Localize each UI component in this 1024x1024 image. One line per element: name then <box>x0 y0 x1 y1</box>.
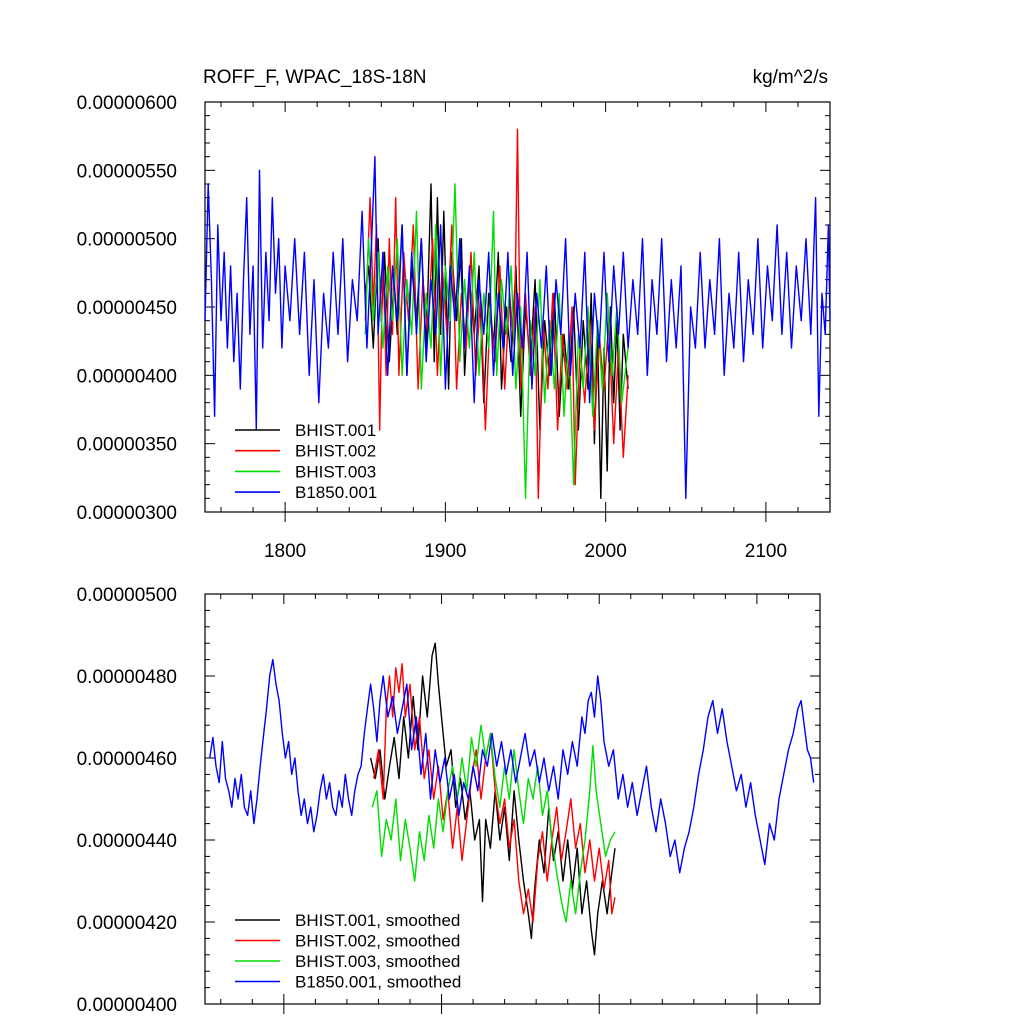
bottom-ytick-label: 0.00000440 <box>77 831 177 852</box>
bottom-legend-label-1: BHIST.001, smoothed <box>295 911 460 930</box>
top-xtick-label: 2100 <box>745 541 787 562</box>
top-legend-label-4: B1850.001 <box>295 483 377 502</box>
top-panel: ROFF_F, WPAC_18S-18N kg/m^2/s 0.00000300… <box>77 67 831 562</box>
top-chart-units: kg/m^2/s <box>753 67 828 88</box>
top-ytick-label: 0.00000450 <box>77 298 177 319</box>
bottom-ytick-label: 0.00000400 <box>77 995 177 1016</box>
bottom-series-line-4 <box>209 658 815 874</box>
bottom-ytick-label: 0.00000420 <box>77 913 177 934</box>
top-series-line-3 <box>364 183 629 499</box>
bottom-legend: BHIST.001, smoothed BHIST.002, smoothedBH… <box>235 911 461 992</box>
top-xtick-label: 1900 <box>424 541 466 562</box>
top-ytick-label: 0.00000600 <box>77 93 177 114</box>
top-series-group <box>204 128 831 499</box>
top-ytick-label: 0.00000400 <box>77 366 177 387</box>
bottom-panel: 0.00000400 0.00000420 0.00000440 0.00000460… <box>77 585 821 1016</box>
top-chart-title: ROFF_F, WPAC_18S-18N <box>203 67 426 88</box>
bottom-series-line-1 <box>369 642 616 956</box>
top-ytick-label: 0.00000500 <box>77 230 177 251</box>
bottom-ytick-label: 0.00000480 <box>77 667 177 688</box>
top-xtick-label: 1800 <box>264 541 306 562</box>
bottom-legend-label-4: B1850.001, smoothed <box>295 973 461 992</box>
bottom-legend-label-2: BHIST.002, smoothed <box>295 932 460 951</box>
top-ytick-label: 0.00000350 <box>77 435 177 456</box>
bottom-ticks: 0.00000400 0.00000420 0.00000440 0.00000460… <box>77 585 821 1016</box>
top-series-line-4 <box>204 155 831 499</box>
top-ytick-label: 0.00000300 <box>77 503 177 524</box>
bottom-legend-label-3: BHIST.003, smoothed <box>295 952 460 971</box>
bottom-ytick-label: 0.00000500 <box>77 585 177 606</box>
top-legend-label-3: BHIST.003 <box>295 462 376 481</box>
bottom-series-group <box>209 642 815 956</box>
top-xtick-label: 2000 <box>585 541 627 562</box>
top-ticks: 0.00000300 0.00000350 0.00000400 0.00000450… <box>77 93 831 562</box>
top-legend-label-2: BHIST.002 <box>295 442 376 461</box>
bottom-series-line-3 <box>371 724 616 923</box>
bottom-plot-frame <box>204 593 821 1005</box>
top-ytick-label: 0.00000550 <box>77 161 177 182</box>
top-legend-label-1: BHIST.001 <box>295 421 376 440</box>
bottom-ytick-label: 0.00000460 <box>77 749 177 770</box>
